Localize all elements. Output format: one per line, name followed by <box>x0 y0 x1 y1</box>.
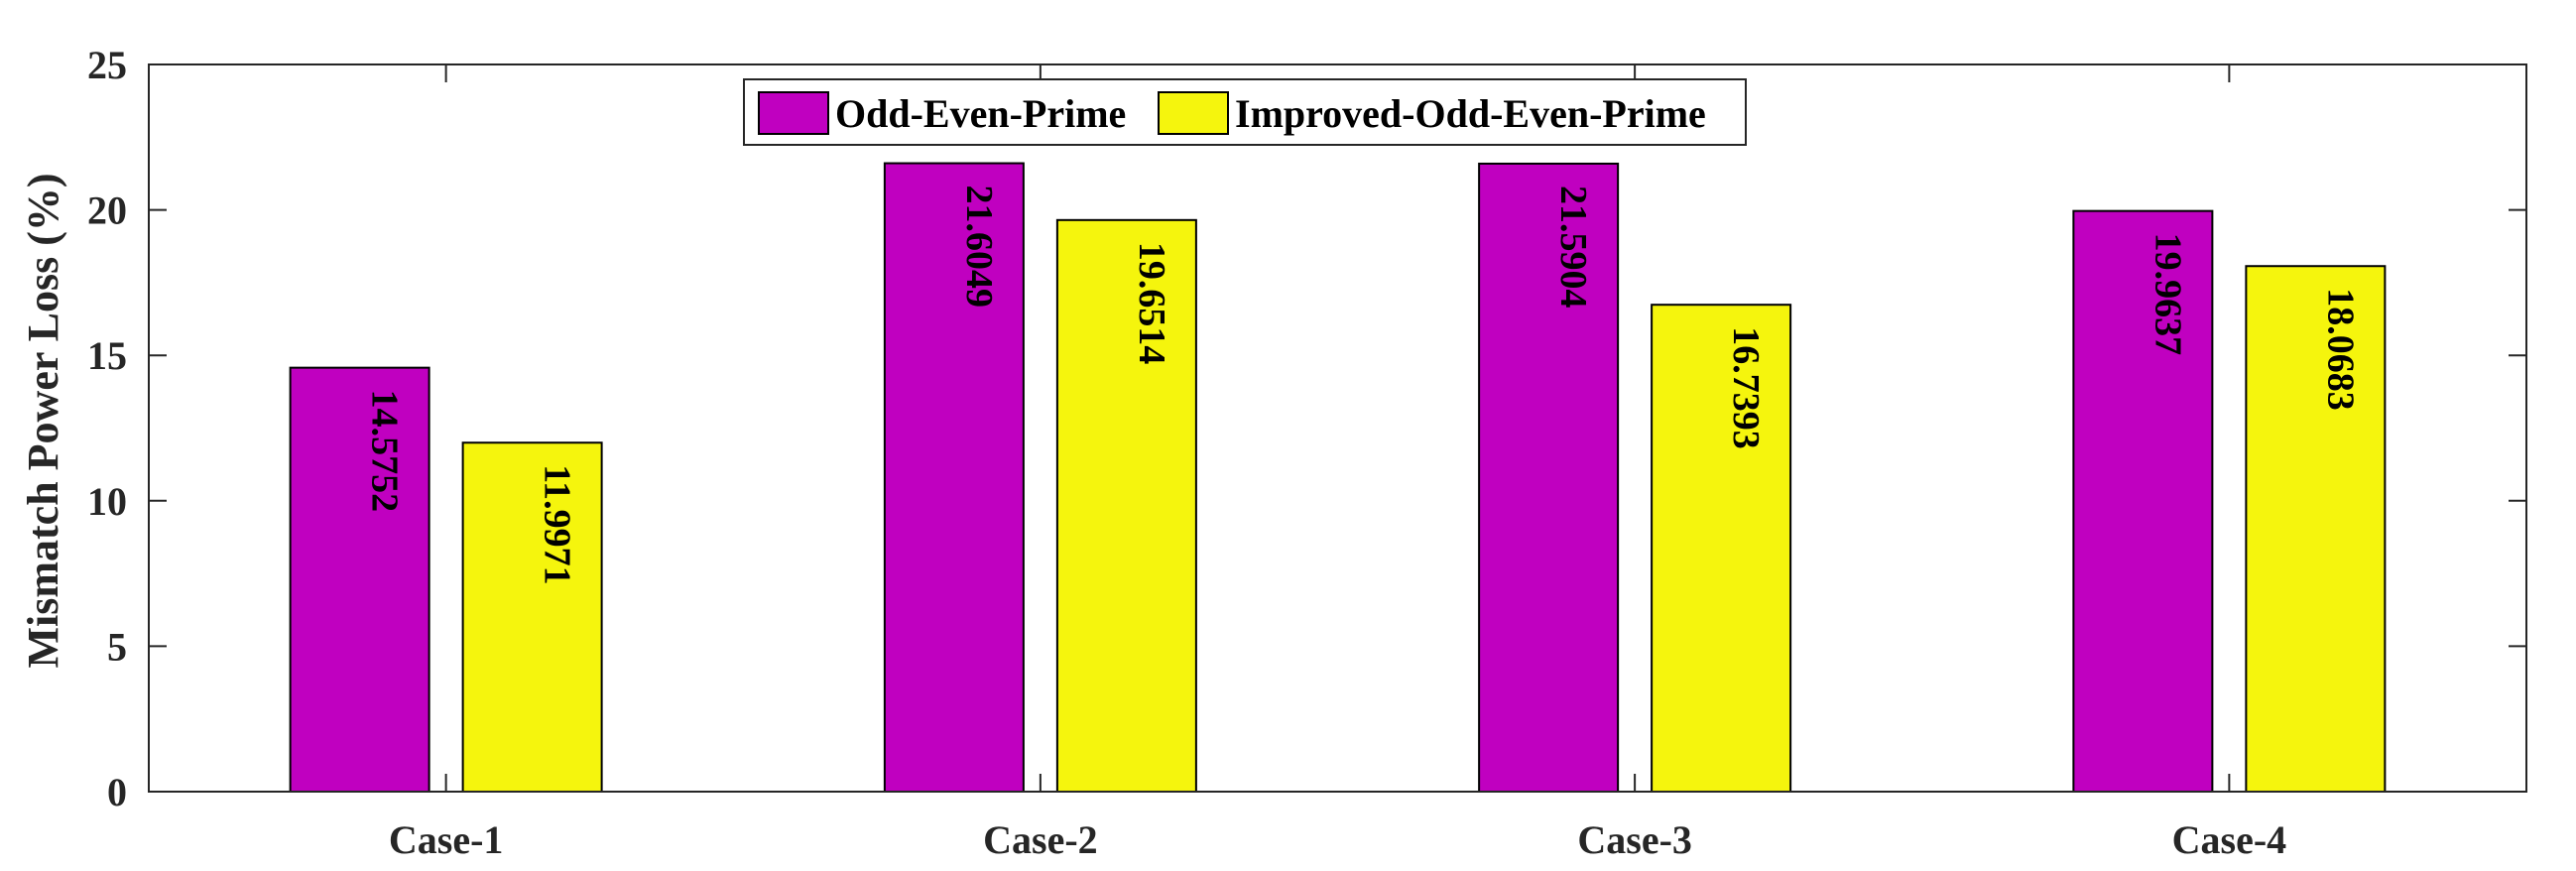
bar-labels-layer: 14.5752 21.6049 21.5904 19.9637 11.9971 19.65… <box>364 186 2362 585</box>
legend: Odd-Even-Prime Improved-Odd-Even-Prime <box>743 78 1747 146</box>
legend-label-improved-odd-even-prime: Improved-Odd-Even-Prime <box>1235 91 1706 136</box>
bar-improved-odd-even-prime-case-4 <box>2245 265 2387 794</box>
bar-improved-odd-even-prime-case-1 <box>461 441 603 793</box>
bars-layer <box>289 162 2387 794</box>
data-label-improved-odd-even-prime-case-2: 19.6514 <box>1131 242 1172 365</box>
x-tick-label-case-2: Case-2 <box>983 817 1098 862</box>
bar-odd-even-prime-case-3 <box>1478 162 1620 793</box>
data-label-improved-odd-even-prime-case-1: 11.9971 <box>537 464 578 584</box>
bar-odd-even-prime-case-4 <box>2072 209 2214 794</box>
bar-improved-odd-even-prime-case-3 <box>1651 304 1792 793</box>
y-tick-label: 5 <box>107 624 127 669</box>
data-label-odd-even-prime-case-4: 19.9637 <box>2147 233 2188 355</box>
x-tick-label-case-1: Case-1 <box>389 817 504 862</box>
y-tick-label: 25 <box>87 43 127 87</box>
data-label-odd-even-prime-case-3: 21.5904 <box>1552 186 1594 309</box>
x-ticks-layer: Case-1 Case-2 Case-3 Case-4 <box>389 64 2286 862</box>
data-label-improved-odd-even-prime-case-3: 16.7393 <box>1725 326 1767 449</box>
y-tick-label: 10 <box>87 479 127 524</box>
data-label-odd-even-prime-case-2: 21.6049 <box>958 186 1000 308</box>
data-label-improved-odd-even-prime-case-4: 18.0683 <box>2319 288 2361 411</box>
axes-layer <box>148 63 2527 793</box>
legend-label-odd-even-prime: Odd-Even-Prime <box>835 91 1126 136</box>
y-tick-label: 0 <box>107 770 127 814</box>
x-tick-label-case-3: Case-3 <box>1577 817 1692 862</box>
bar-odd-even-prime-case-1 <box>289 366 430 793</box>
plot-frame <box>148 63 2527 793</box>
y-tick-label: 20 <box>87 188 127 233</box>
legend-swatch-improved-odd-even-prime <box>1158 91 1229 135</box>
y-axis-title: Mismatch Power Loss (%) <box>19 174 67 669</box>
legend-swatch-odd-even-prime <box>758 91 829 135</box>
data-label-odd-even-prime-case-1: 14.5752 <box>364 390 406 513</box>
x-tick-label-case-4: Case-4 <box>2172 817 2287 862</box>
legend-box <box>743 78 1747 146</box>
bar-improved-odd-even-prime-case-2 <box>1055 218 1197 794</box>
y-ticks-layer: 0 5 10 15 20 25 <box>87 43 2526 814</box>
bar-odd-even-prime-case-2 <box>883 162 1025 794</box>
y-tick-label: 15 <box>87 333 127 378</box>
